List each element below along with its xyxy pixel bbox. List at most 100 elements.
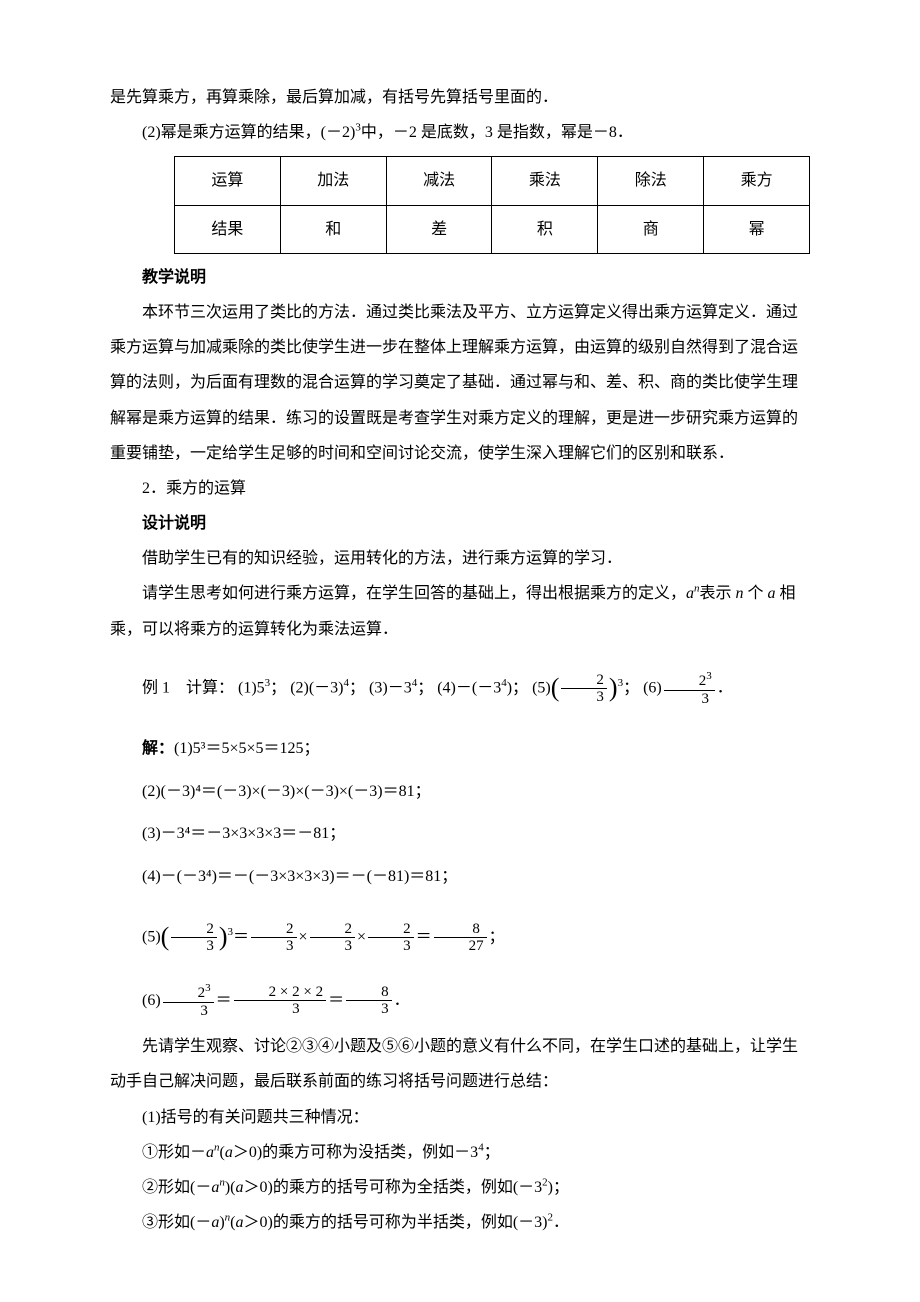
- times: ×: [357, 928, 366, 945]
- design-p2: 请学生思考如何进行乘方运算，在学生回答的基础上，得出根据乘方的定义，an表示 n…: [110, 576, 810, 646]
- post-p1: 先请学生观察、讨论②③④小题及⑤⑥小题的意义有什么不同，在学生口述的基础上，让学…: [110, 1029, 810, 1099]
- frac-2cube-3: 233: [662, 670, 717, 707]
- sep5: ；: [623, 679, 639, 696]
- frac-den: 3: [251, 938, 297, 955]
- var-a: a: [686, 585, 694, 602]
- ex1-2: (2)(－3): [290, 679, 343, 696]
- ex1-3: (3)－3: [369, 679, 412, 696]
- design-p2a: 请学生思考如何进行乘方运算，在学生回答的基础上，得出根据乘方的定义，: [142, 585, 686, 602]
- solution-2: (2)(－3)⁴＝(－3)×(－3)×(－3)×(－3)＝81；: [110, 773, 810, 811]
- p4d: )；: [548, 1179, 569, 1196]
- teach-note-title: 教学说明: [110, 260, 810, 295]
- times: ×: [299, 928, 308, 945]
- frac-num: 2: [368, 921, 414, 939]
- frac-2-3: 23: [249, 921, 299, 955]
- subhead-2: 2．乘方的运算: [110, 471, 810, 506]
- example1-label: 例 1 计算：: [142, 679, 234, 696]
- exp: 3: [205, 982, 211, 994]
- frac-num: 2: [561, 672, 607, 690]
- frac-num: 8: [434, 921, 487, 939]
- table-cell: 幂: [704, 205, 810, 253]
- frac-num: 2 × 2 × 2: [234, 984, 326, 1002]
- eq: ＝: [416, 928, 432, 945]
- frac-den: 3: [310, 938, 356, 955]
- table-cell: 运算: [175, 157, 281, 205]
- frac-2-3: 23: [169, 921, 219, 955]
- design-note-title: 设计说明: [110, 506, 810, 541]
- var-a: a: [225, 1144, 233, 1161]
- frac-den: 3: [163, 1003, 214, 1020]
- table-cell: 差: [386, 205, 492, 253]
- frac-num: 23: [664, 670, 715, 691]
- lparen-icon: (: [161, 922, 170, 951]
- p5d: ＞0)的乘方的括号可称为半括类，例如(－3): [244, 1214, 548, 1231]
- s5-pre: (5): [142, 928, 161, 945]
- sep1: ；: [270, 679, 286, 696]
- period: ．: [717, 679, 733, 696]
- eq: ＝: [328, 992, 344, 1009]
- frac-den: 3: [561, 689, 607, 706]
- p3a: ①形如－: [142, 1144, 206, 1161]
- p4c: ＞0)的乘方的括号可称为全括类，例如(－3: [244, 1179, 543, 1196]
- eq: ＝: [233, 928, 249, 945]
- post-p4: ②形如(－an)(a＞0)的乘方的括号可称为全括类，例如(－32)；: [110, 1170, 810, 1205]
- s6-end: ．: [394, 992, 410, 1009]
- p3d: ；: [484, 1144, 500, 1161]
- table-cell: 积: [492, 205, 598, 253]
- lparen-icon: (: [551, 673, 560, 702]
- line-2: (2)幂是乘方运算的结果，(－2)3中，－2 是底数，3 是指数，幂是－8．: [110, 115, 810, 150]
- frac-mid: 2 × 2 × 23: [232, 984, 328, 1018]
- rparen-icon: ): [219, 922, 228, 951]
- p4b: )(: [225, 1179, 236, 1196]
- p5e: ．: [553, 1214, 569, 1231]
- p3c: ＞0)的乘方可称为没括类，例如－3: [233, 1144, 478, 1161]
- frac-den: 3: [664, 691, 715, 708]
- table-cell: 乘法: [492, 157, 598, 205]
- var-a: a: [206, 1144, 214, 1161]
- table-cell: 结果: [175, 205, 281, 253]
- operation-table: 运算 加法 减法 乘法 除法 乘方 结果 和 差 积 商 幂: [174, 156, 810, 253]
- frac-2-3: 23: [366, 921, 416, 955]
- var-a2: a: [768, 585, 776, 602]
- table-cell: 和: [280, 205, 386, 253]
- post-p3: ①形如－an(a＞0)的乘方可称为没括类，例如－34；: [110, 1135, 810, 1170]
- solution-5: (5)(23)3＝23×23×23＝827；: [110, 904, 810, 972]
- line-2a: (2)幂是乘方运算的结果，(－2): [142, 124, 355, 141]
- frac-num: 8: [346, 984, 392, 1002]
- ex1-5-pre: (5): [532, 679, 551, 696]
- exp: 3: [706, 670, 712, 682]
- frac-den: 3: [368, 938, 414, 955]
- solution-3: (3)－3⁴＝－3×3×3×3＝－81；: [110, 815, 810, 853]
- frac-den: 3: [346, 1001, 392, 1018]
- table-cell: 减法: [386, 157, 492, 205]
- table-cell: 除法: [598, 157, 704, 205]
- frac-num: 23: [163, 982, 214, 1003]
- rparen-icon: ): [609, 673, 618, 702]
- line-2b: 中，－2 是底数，3 是指数，幂是－8．: [361, 124, 633, 141]
- table-cell: 商: [598, 205, 704, 253]
- frac-2-3: 23: [559, 672, 609, 706]
- p5a: ③形如(－: [142, 1214, 211, 1231]
- sep2: ；: [349, 679, 365, 696]
- frac-num: 2: [171, 921, 217, 939]
- var-n: n: [736, 585, 744, 602]
- design-p1: 借助学生已有的知识经验，运用转化的方法，进行乘方运算的学习．: [110, 541, 810, 576]
- frac-den: 3: [234, 1001, 326, 1018]
- ex1-6-pre: (6): [643, 679, 662, 696]
- frac-8-3: 83: [344, 984, 394, 1018]
- post-p5: ③形如(－a)n(a＞0)的乘方的括号可称为半括类，例如(－3)2．: [110, 1205, 810, 1240]
- solution-4: (4)－(－3⁴)＝－(－3×3×3×3)＝－(－81)＝81；: [110, 858, 810, 896]
- frac-2-3: 23: [308, 921, 358, 955]
- ex1-1: (1)5: [238, 679, 265, 696]
- frac-num: 2: [310, 921, 356, 939]
- table-cell: 加法: [280, 157, 386, 205]
- frac-lhs: 233: [161, 982, 216, 1019]
- var-a: a: [236, 1214, 244, 1231]
- solution-label: 解：: [142, 740, 174, 757]
- s5-end: ；: [489, 928, 505, 945]
- design-p2b: 表示: [700, 585, 736, 602]
- design-p2c: 个: [744, 585, 768, 602]
- var-a: a: [236, 1179, 244, 1196]
- solution-6: (6)233＝2 × 2 × 23＝83．: [110, 980, 810, 1022]
- ex1-4: (4)－(－3: [437, 679, 501, 696]
